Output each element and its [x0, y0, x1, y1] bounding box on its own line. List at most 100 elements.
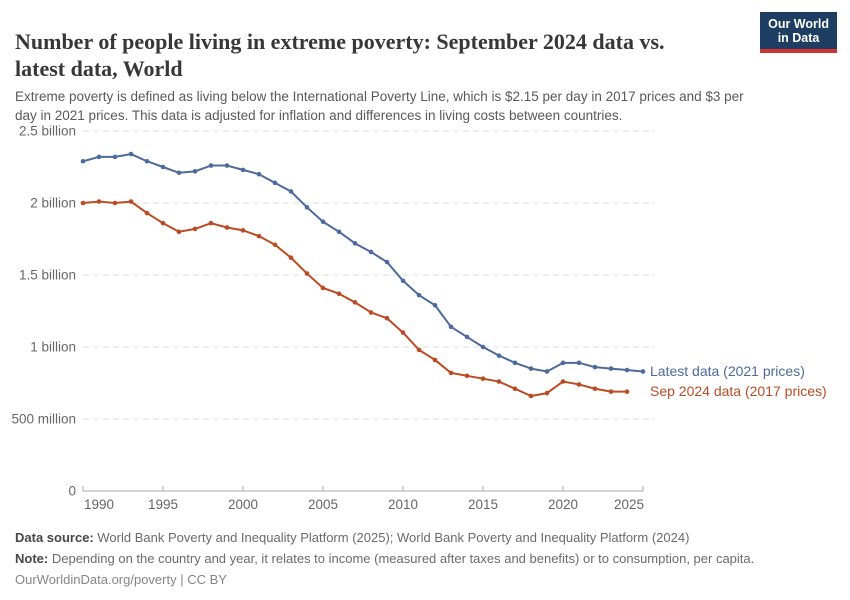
data-point: [224, 163, 230, 168]
data-point: [240, 167, 246, 173]
data-point: [176, 170, 182, 176]
data-point: [496, 353, 502, 358]
data-point: [160, 220, 166, 226]
note-text: Depending on the country and year, it re…: [51, 551, 755, 566]
data-point: [96, 199, 102, 204]
data-point: [160, 164, 166, 170]
chart-subtitle: Extreme poverty is defined as living bel…: [15, 88, 744, 124]
page-title: Number of people living in extreme pover…: [15, 28, 665, 81]
data-point: [240, 228, 246, 233]
data-point: [208, 220, 214, 226]
data-point: [336, 291, 342, 297]
x-tick-label: 1995: [148, 497, 178, 512]
data-point: [80, 200, 86, 206]
series-latest-data-2021-prices[interactable]: [80, 151, 646, 374]
data-point: [592, 386, 598, 392]
data-point: [320, 285, 326, 291]
data-point: [96, 154, 102, 160]
data-point: [624, 389, 630, 394]
x-tick-label: 2005: [308, 497, 338, 512]
data-point: [448, 370, 454, 376]
data-point: [464, 334, 470, 340]
series-sep-2024-data-2017-prices[interactable]: [80, 199, 630, 399]
data-point: [320, 219, 326, 225]
data-point: [480, 376, 486, 381]
x-tick-label: 1990: [84, 497, 114, 512]
data-point: [640, 369, 646, 374]
data-point: [432, 357, 438, 363]
data-point: [192, 226, 198, 232]
data-point: [544, 390, 550, 396]
y-tick-label: 1.5 billion: [19, 268, 76, 283]
data-point: [416, 347, 422, 353]
note-label: Note:: [15, 551, 49, 566]
y-tick-label: 2 billion: [30, 196, 76, 211]
data-point: [288, 255, 294, 261]
data-point: [352, 241, 358, 246]
data-point: [400, 278, 406, 284]
data-point: [128, 151, 134, 157]
x-tick-label: 2020: [548, 497, 578, 512]
data-point: [256, 233, 262, 239]
data-point: [192, 169, 198, 174]
data-point: [576, 382, 582, 387]
data-point: [128, 199, 134, 204]
series-line: [82, 153, 644, 373]
datasource-label: Data source:: [15, 530, 94, 545]
data-point: [368, 249, 374, 255]
chart-footer: Data source: World Bank Poverty and Ineq…: [15, 527, 835, 590]
data-point: [80, 158, 86, 164]
legend-sep-2024-data-2017-prices[interactable]: Sep 2024 data (2017 prices): [650, 383, 827, 399]
owid-logo[interactable]: Our World in Data: [760, 12, 837, 53]
data-point: [576, 360, 582, 366]
data-point: [512, 386, 518, 392]
data-point: [208, 163, 214, 168]
data-point: [352, 300, 358, 305]
data-point: [304, 205, 310, 210]
data-point: [384, 315, 390, 321]
data-point: [272, 180, 278, 186]
data-point: [480, 344, 486, 350]
legend-latest-data-2021-prices[interactable]: Latest data (2021 prices): [650, 363, 805, 379]
note-line: Note: Depending on the country and year,…: [15, 548, 835, 569]
series-line: [82, 200, 628, 397]
data-point: [144, 158, 150, 164]
data-point: [400, 330, 406, 335]
data-point: [304, 271, 310, 276]
data-point: [432, 302, 438, 308]
data-point: [464, 373, 470, 379]
datasource-line: Data source: World Bank Poverty and Ineq…: [15, 527, 835, 548]
attribution-line[interactable]: OurWorldinData.org/poverty | CC BY: [15, 572, 227, 587]
owid-logo-line2: in Data: [777, 31, 820, 45]
data-point: [624, 367, 630, 373]
data-point: [272, 242, 278, 248]
data-point: [544, 369, 550, 374]
y-tick-label: 2.5 billion: [19, 124, 76, 139]
y-tick-label: 1 billion: [30, 340, 76, 355]
data-point: [528, 393, 534, 399]
data-point: [608, 366, 614, 371]
x-tick-label: 2015: [468, 497, 498, 512]
data-point: [288, 189, 294, 194]
data-point: [176, 229, 182, 235]
data-point: [336, 229, 342, 235]
data-point: [448, 324, 454, 330]
data-point: [560, 379, 566, 384]
x-tick-label: 2025: [614, 497, 644, 512]
data-point: [368, 310, 374, 315]
y-tick-label: 500 million: [11, 412, 76, 427]
data-point: [384, 259, 390, 265]
data-point: [512, 360, 518, 366]
datasource-text: World Bank Poverty and Inequality Platfo…: [97, 530, 690, 545]
y-tick-label: 0: [68, 484, 76, 499]
data-point: [592, 364, 598, 370]
owid-logo-line1: Our World: [768, 17, 829, 31]
data-point: [608, 389, 614, 394]
data-point: [416, 292, 422, 298]
data-point: [112, 154, 118, 160]
data-point: [112, 200, 118, 206]
x-tick-label: 2010: [388, 497, 418, 512]
data-point: [560, 360, 566, 366]
